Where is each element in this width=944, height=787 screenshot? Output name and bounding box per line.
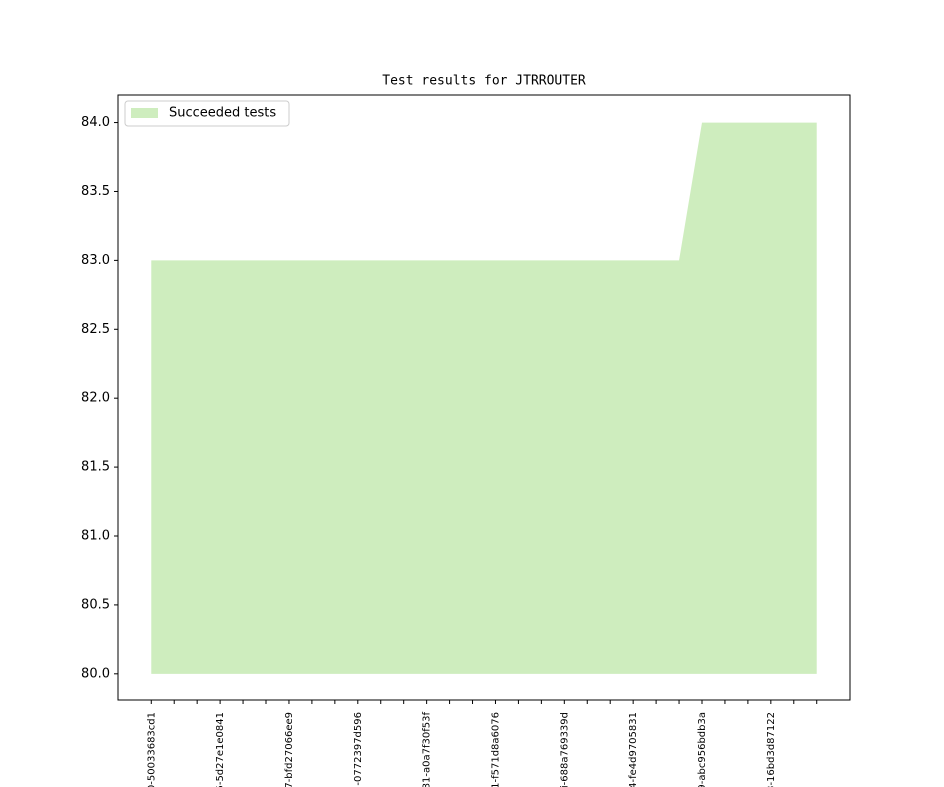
y-tick-label: 83.0 [81, 253, 110, 268]
x-tick-label: 7-bfd27066ee9 [284, 712, 295, 787]
x-tick-label: 0-50033683cd1 [146, 712, 157, 787]
x-tick-label: 5-5d27e1e0841 [215, 712, 226, 787]
x-tick-label: i-688a769339d [559, 712, 570, 787]
legend-frame [124, 100, 290, 127]
legend-swatch [131, 108, 158, 118]
legend: Succeeded tests [124, 100, 290, 127]
y-tick-label: 80.0 [81, 666, 110, 681]
x-tick-label: 81-a0a7f30f53f [422, 712, 433, 787]
x-tick-label: 9-abc956bdb3a [697, 712, 708, 787]
legend-label: Succeeded tests [169, 106, 276, 121]
y-tick-label: 81.5 [81, 460, 110, 475]
y-tick-label: 83.5 [81, 184, 110, 199]
y-tick-label: 81.0 [81, 529, 110, 544]
x-tick-label: 3-16bd3d87122 [766, 712, 777, 787]
y-tick-label: 84.0 [81, 115, 110, 130]
y-tick-label: 82.0 [81, 391, 110, 406]
x-tick-label: 1-f571d8a6076 [490, 712, 501, 787]
y-tick-label: 80.5 [81, 597, 110, 612]
area [151, 122, 817, 674]
plot-frame [117, 94, 851, 701]
y-tick-label: 82.5 [81, 322, 110, 337]
chart-title: Test results for JTRROUTER [382, 74, 586, 89]
x-tick-label: -0772397d596 [353, 712, 364, 786]
x-tick-label: 4-fe4d9705831 [628, 712, 639, 787]
